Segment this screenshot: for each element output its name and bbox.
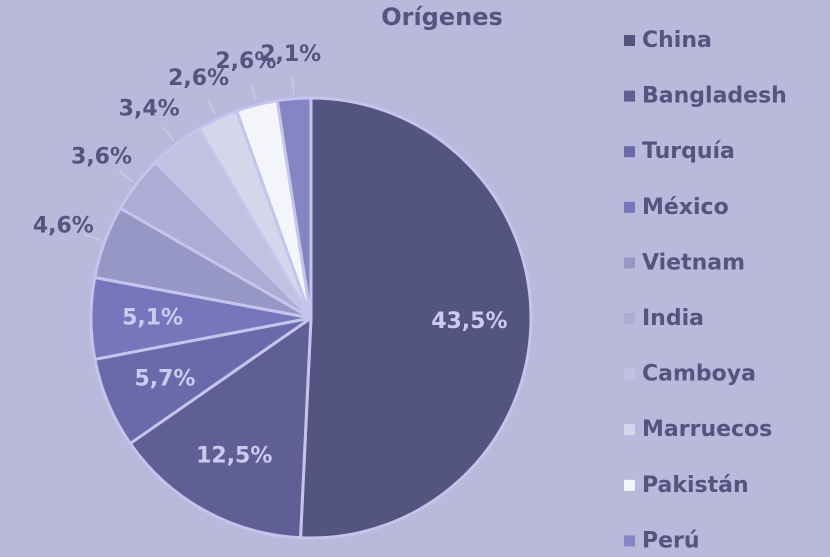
legend-label: Bangladesh — [642, 84, 787, 109]
legend-swatch — [624, 146, 635, 158]
leader-line — [162, 126, 174, 142]
legend-label: India — [642, 306, 704, 331]
legend-swatch — [624, 368, 635, 380]
legend-label: Perú — [642, 528, 700, 553]
legend-label: Turquía — [642, 139, 735, 164]
data-label: 4,6% — [33, 214, 94, 239]
data-label: 5,7% — [134, 366, 195, 391]
data-label: 2,6% — [215, 49, 276, 74]
legend-swatch — [624, 257, 635, 269]
legend-swatch — [624, 90, 635, 102]
pie-slice — [275, 96, 313, 319]
legend-label: Marruecos — [642, 417, 772, 442]
chart-title: Orígenes — [381, 3, 503, 31]
legend-swatch — [624, 313, 635, 324]
leader-line — [83, 233, 101, 241]
legend-swatch — [624, 201, 635, 213]
leader-line — [118, 170, 134, 182]
legend-label: México — [642, 195, 729, 220]
leader-line — [250, 83, 257, 101]
legend-label: Camboya — [642, 362, 756, 387]
data-label: 2,1% — [260, 42, 321, 67]
data-label: 3,6% — [71, 144, 132, 169]
data-label: 43,5% — [431, 309, 507, 334]
pie-slice — [298, 96, 533, 540]
leader-line — [207, 98, 216, 116]
legend-swatch — [624, 535, 635, 547]
legend-swatch — [624, 479, 635, 491]
data-label: 12,5% — [196, 444, 272, 469]
pie-slice — [128, 315, 313, 540]
legend-swatch — [624, 35, 635, 46]
data-label: 3,4% — [119, 96, 180, 121]
legend-label: Vietnam — [642, 250, 745, 275]
leader-line — [291, 76, 295, 95]
legend-swatch — [624, 424, 635, 436]
data-label: 2,6% — [168, 66, 229, 91]
data-label: 5,1% — [122, 305, 183, 330]
legend-label: China — [642, 28, 712, 53]
legend-label: Pakistán — [642, 473, 749, 498]
